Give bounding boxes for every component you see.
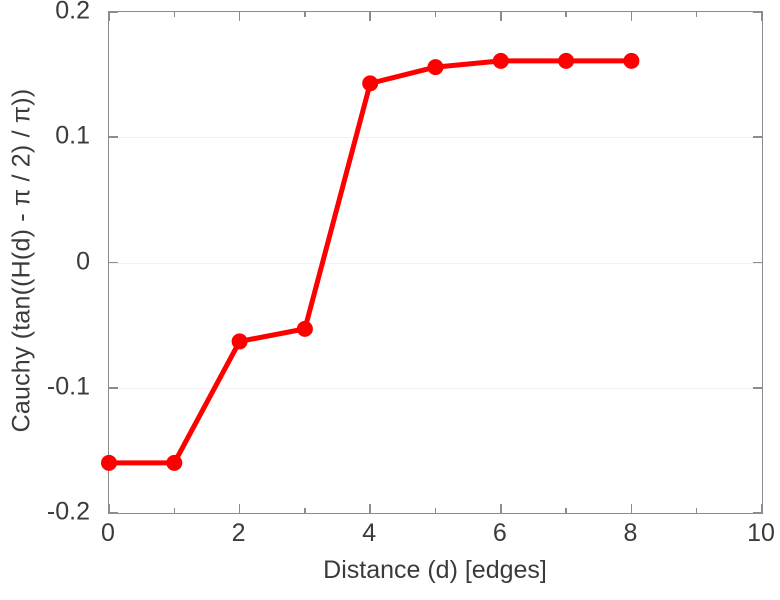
x-tick-mark xyxy=(369,12,371,21)
plot-area xyxy=(101,11,763,514)
y-tick-label: -0.2 xyxy=(46,497,90,526)
y-tick-mark xyxy=(109,386,118,389)
x-axis-title: Distance (d) [edges] xyxy=(323,556,547,584)
y-tick-label: 0 xyxy=(76,247,90,275)
y-tick-mark xyxy=(109,11,118,13)
data-point xyxy=(101,454,117,471)
x-tick-mark-minor xyxy=(304,12,306,17)
data-point xyxy=(492,52,509,69)
x-tick-mark xyxy=(761,12,763,21)
gridline-y xyxy=(109,387,762,389)
y-tick-label: 0.2 xyxy=(55,0,90,25)
series-line-cauchy xyxy=(106,58,634,466)
x-tick-mark-minor xyxy=(304,508,306,513)
x-tick-mark-minor xyxy=(173,508,176,513)
y-tick-mark xyxy=(753,11,762,13)
y-tick-mark xyxy=(109,512,118,514)
x-tick-mark-minor xyxy=(565,12,567,17)
x-tick-label: 10 xyxy=(747,519,775,547)
x-tick-mark xyxy=(500,12,502,21)
gridline-y xyxy=(109,137,762,139)
data-point xyxy=(558,52,575,69)
data-point xyxy=(231,333,248,350)
x-tick-mark-minor xyxy=(173,12,176,17)
y-axis-tick-labels: -0.2 -0.1 0 0.1 0.2 xyxy=(0,0,100,600)
x-tick-label: 6 xyxy=(492,519,507,547)
y-tick-mark xyxy=(753,386,762,389)
x-tick-mark xyxy=(108,12,110,21)
y-tick-mark xyxy=(753,512,762,514)
data-point xyxy=(166,454,183,471)
x-tick-mark xyxy=(630,12,633,21)
y-tick-mark xyxy=(109,136,118,139)
x-tick-mark-minor xyxy=(695,508,698,513)
x-tick-mark xyxy=(630,504,633,513)
data-point xyxy=(362,75,379,92)
x-tick-label: 2 xyxy=(231,519,246,547)
gridline-y xyxy=(109,262,762,264)
data-point xyxy=(296,320,313,337)
y-tick-mark xyxy=(753,136,762,139)
data-point xyxy=(427,59,444,76)
x-tick-mark xyxy=(500,504,502,513)
x-tick-mark xyxy=(108,504,110,513)
x-tick-mark xyxy=(238,504,241,513)
x-tick-label: 4 xyxy=(362,519,377,547)
y-tick-label: 0.1 xyxy=(55,121,90,150)
x-tick-mark xyxy=(238,12,241,21)
x-tick-label: 0 xyxy=(101,519,115,547)
x-tick-mark-minor xyxy=(434,508,437,513)
x-tick-mark xyxy=(761,504,763,513)
data-series-layer xyxy=(101,52,640,471)
y-tick-label: -0.1 xyxy=(46,372,90,401)
data-point xyxy=(623,52,640,69)
x-tick-mark-minor xyxy=(434,12,437,17)
x-tick-mark xyxy=(369,504,371,513)
x-tick-label: 8 xyxy=(623,519,638,547)
x-tick-mark-minor xyxy=(695,12,698,17)
series-markers-cauchy xyxy=(101,52,640,471)
y-tick-mark xyxy=(109,261,118,264)
x-tick-mark-minor xyxy=(565,508,567,513)
y-tick-mark xyxy=(753,261,762,264)
